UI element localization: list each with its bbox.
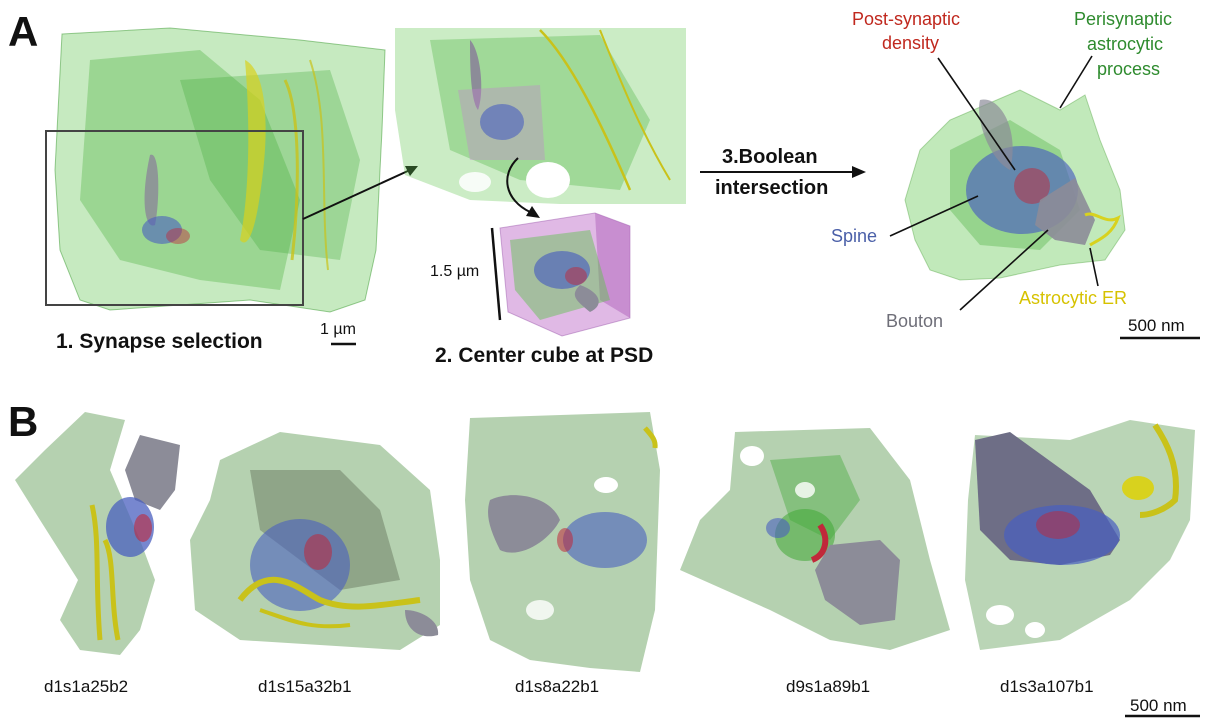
cube-scale-label: 1.5 µm xyxy=(430,263,479,280)
pap-label-line2: astrocytic xyxy=(1087,34,1163,54)
cube-scale-bar xyxy=(490,227,502,321)
synapse-id-3: d1s8a22b1 xyxy=(515,677,599,696)
synapse-render-3 xyxy=(465,412,660,672)
step3-label-line2: intersection xyxy=(715,177,828,199)
arrow-step1-to-step2-head xyxy=(405,166,418,176)
psd-leader-line xyxy=(937,57,1016,171)
synapse-id-5: d1s3a107b1 xyxy=(1000,677,1094,696)
step2-caption: 2. Center cube at PSD xyxy=(435,344,653,367)
panel-a-letter: A xyxy=(8,8,38,55)
arrow-step2-to-step3-head xyxy=(852,166,866,178)
pap-label-line3: process xyxy=(1097,59,1160,79)
bouton-leader-line xyxy=(959,229,1049,311)
synapse-render-4 xyxy=(680,428,950,650)
astro-er-leader-line xyxy=(1089,247,1099,287)
synapse-render-5 xyxy=(965,420,1195,650)
panel-a-scale-label: 500 nm xyxy=(1128,316,1185,335)
panel-b-letter: B xyxy=(8,398,38,445)
psd-cube xyxy=(499,212,631,337)
step1-caption: 1. Synapse selection xyxy=(56,330,263,353)
synapse-render-1 xyxy=(15,412,180,655)
synapse-id-1: d1s1a25b2 xyxy=(44,677,128,696)
step1-scale-label: 1 µm xyxy=(320,321,356,338)
arrow-to-cube-head xyxy=(526,206,540,218)
arrow-to-cube xyxy=(506,157,531,213)
synapse-volume-render xyxy=(54,27,386,313)
zoomed-volume-render xyxy=(395,28,686,204)
step3-label-line1: 3.Boolean xyxy=(722,146,818,168)
synapse-id-2: d1s15a32b1 xyxy=(258,677,352,696)
pap-label-line1: Perisynaptic xyxy=(1074,9,1172,29)
psd-label-line1: Post-synaptic xyxy=(852,9,960,29)
astro-er-label: Astrocytic ER xyxy=(1019,288,1127,308)
psd-label-line2: density xyxy=(882,33,939,53)
spine-label: Spine xyxy=(831,226,877,246)
arrow-step1-to-step2 xyxy=(302,169,411,220)
spine-leader-line xyxy=(889,195,979,237)
intersection-render xyxy=(904,89,1126,281)
panel-b-scale-label: 500 nm xyxy=(1130,696,1187,715)
synapse-render-2 xyxy=(190,432,440,650)
pap-leader-line xyxy=(1059,55,1093,109)
bouton-label: Bouton xyxy=(886,311,943,331)
synapse-id-4: d9s1a89b1 xyxy=(786,677,870,696)
